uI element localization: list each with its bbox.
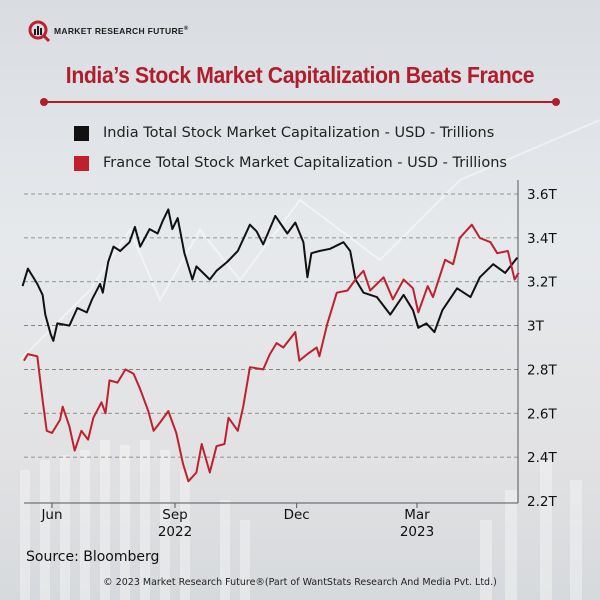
legend-item-india: India Total Stock Market Capitalization … xyxy=(74,125,494,141)
x-tick-label: Mar xyxy=(404,507,430,523)
legend-label-france: France Total Stock Market Capitalization… xyxy=(103,155,507,171)
legend-swatch-india xyxy=(74,125,89,141)
copyright-footer: © 2023 Market Research Future®(Part of W… xyxy=(103,577,497,588)
y-tick-label: 3.2T xyxy=(527,275,557,291)
legend-swatch-france xyxy=(74,155,89,171)
divider-dot-left xyxy=(40,98,48,106)
title-divider xyxy=(40,98,560,106)
y-tick-label: 3.6T xyxy=(527,187,557,203)
divider-dot-right xyxy=(552,98,560,106)
brand-logo: MARKET RESEARCH FUTURE® xyxy=(28,20,189,42)
y-tick-label: 2.2T xyxy=(527,494,557,510)
legend-label-india: India Total Stock Market Capitalization … xyxy=(103,125,495,141)
x-tick-year-label: 2023 xyxy=(400,524,434,540)
x-tick-label: Dec xyxy=(284,507,310,523)
page-title: India’s Stock Market Capitalization Beat… xyxy=(65,62,535,88)
y-tick-label: 2.4T xyxy=(527,450,557,466)
source-note: Source: Bloomberg xyxy=(26,549,160,565)
series-line-india xyxy=(21,208,519,342)
y-tick-label: 2.8T xyxy=(527,362,557,378)
x-tick-label: Jun xyxy=(40,507,62,523)
y-tick-label: 2.6T xyxy=(527,406,557,422)
legend-item-france: France Total Stock Market Capitalization… xyxy=(74,155,507,171)
series-line-france xyxy=(23,223,520,483)
y-tick-label: 3T xyxy=(527,319,545,335)
x-tick-label: Sep xyxy=(162,507,187,523)
y-tick-label: 3.4T xyxy=(527,231,557,247)
logo-icon xyxy=(28,20,50,42)
x-tick-year-label: 2022 xyxy=(158,524,192,540)
brand-name: MARKET RESEARCH FUTURE® xyxy=(54,26,189,36)
